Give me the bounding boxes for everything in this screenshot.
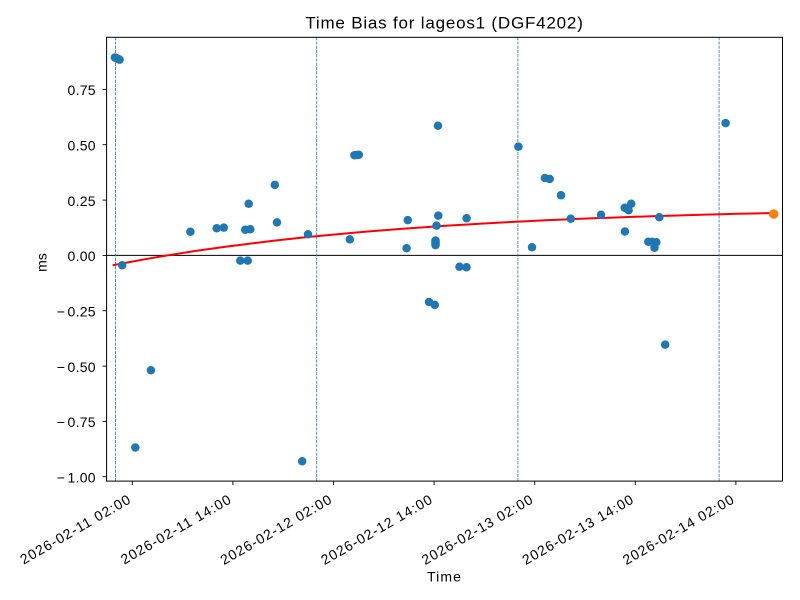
svg-text:−0.75: −0.75 — [57, 414, 96, 430]
svg-text:−0.50: −0.50 — [57, 359, 96, 375]
svg-text:0.75: 0.75 — [68, 82, 96, 98]
svg-text:−1.00: −1.00 — [57, 470, 96, 486]
svg-text:−0.25: −0.25 — [57, 304, 96, 320]
svg-text:ms: ms — [33, 253, 49, 272]
svg-text:0.50: 0.50 — [68, 138, 96, 154]
svg-text:Time: Time — [427, 569, 462, 585]
svg-text:0.25: 0.25 — [68, 193, 96, 209]
svg-text:0.00: 0.00 — [68, 248, 96, 264]
svg-text:Time Bias for lageos1 (DGF4202: Time Bias for lageos1 (DGF4202) — [305, 14, 583, 33]
